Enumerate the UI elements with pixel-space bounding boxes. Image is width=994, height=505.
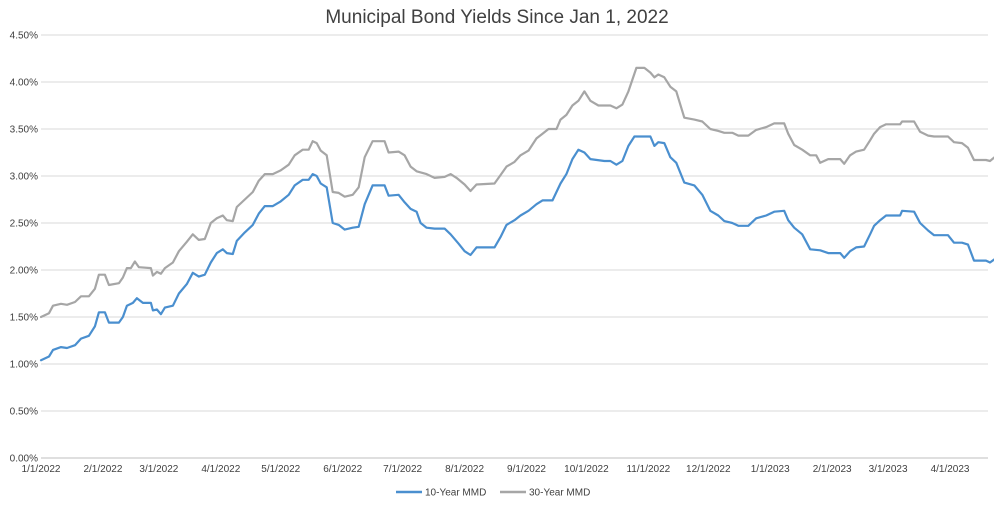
legend: 10-Year MMD 30-Year MMD [396,488,590,499]
y-tick-label: 2.50% [10,219,38,230]
y-tick-label: 4.00% [10,78,38,89]
y-axis-ticks: 0.00% 0.50% 1.00% 1.50% 2.00% 2.50% 3.00% 3.50%… [10,31,38,465]
legend-label: 30-Year MMD [529,488,590,499]
x-tick-label: 9/1/2022 [507,464,546,475]
y-tick-label: 1.00% [10,360,38,371]
y-tick-label: 3.00% [10,172,38,183]
x-tick-label: 3/1/2023 [869,464,908,475]
chart-title: Municipal Bond Yields Since Jan 1, 2022 [325,7,668,28]
x-tick-label: 12/1/2022 [686,464,731,475]
x-tick-label: 2/1/2022 [83,464,122,475]
x-tick-label: 11/1/2022 [626,464,670,475]
y-tick-label: 2.00% [10,266,38,277]
x-tick-label: 4/1/2022 [201,464,240,475]
x-tick-label: 1/1/2022 [22,464,61,475]
legend-label: 10-Year MMD [425,488,486,499]
y-tick-label: 0.00% [10,454,38,465]
x-tick-label: 10/1/2022 [564,464,609,475]
y-tick-label: 1.50% [10,313,38,324]
x-tick-label: 3/1/2022 [139,464,178,475]
x-tick-label: 6/1/2022 [323,464,362,475]
y-tick-label: 0.50% [10,407,38,418]
series-line-30-year-mmd [39,66,994,319]
series-line-10-year-mmd [39,135,994,362]
x-tick-label: 5/1/2022 [261,464,300,475]
x-tick-label: 2/1/2023 [813,464,852,475]
gridlines [41,34,988,459]
x-tick-label: 1/1/2023 [751,464,790,475]
y-tick-label: 3.50% [10,125,38,136]
x-axis-ticks: 1/1/2022 2/1/2022 3/1/2022 4/1/2022 5/1/2022… [22,464,970,475]
series-lines [39,66,994,362]
x-tick-label: 4/1/2023 [931,464,970,475]
x-tick-label: 7/1/2022 [383,464,422,475]
y-tick-label: 4.50% [10,31,38,42]
x-tick-label: 8/1/2022 [445,464,484,475]
